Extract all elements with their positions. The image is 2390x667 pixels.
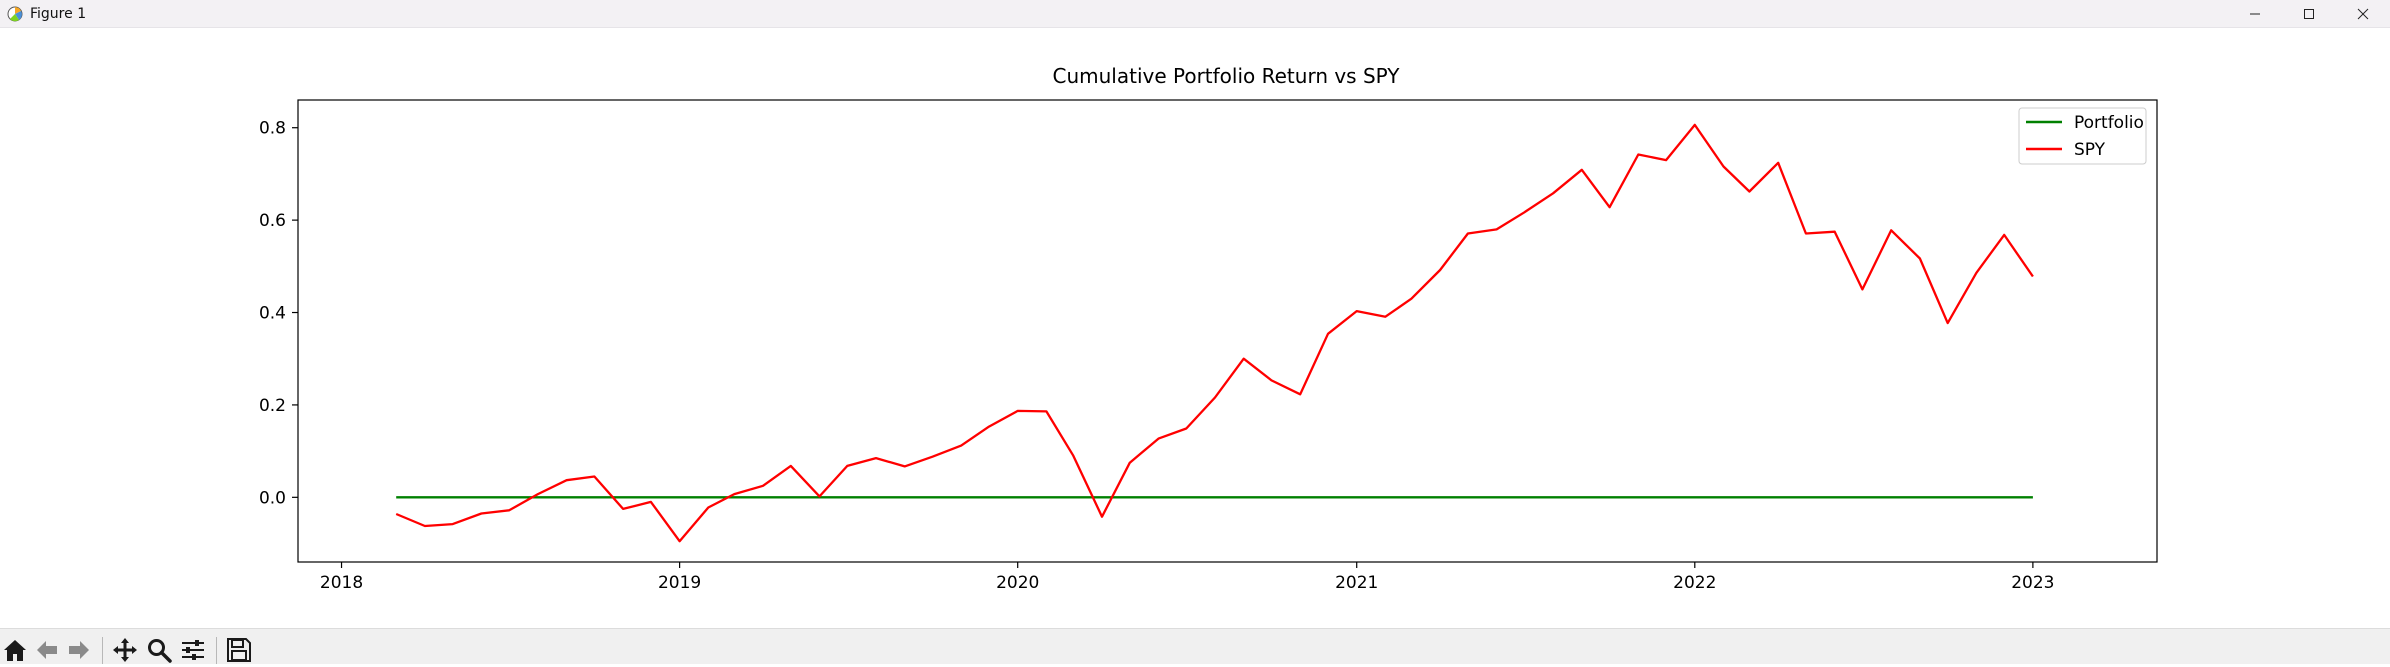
pan-button[interactable] [112, 637, 140, 664]
forward-button[interactable] [66, 637, 94, 664]
matplotlib-app-icon [7, 6, 23, 21]
close-icon [2357, 8, 2369, 19]
y-tick-label: 0.6 [259, 211, 286, 231]
chart-title: Cumulative Portfolio Return vs SPY [1052, 64, 1400, 88]
legend: Portfolio SPY [2018, 107, 2147, 165]
x-tick-label: 2018 [320, 573, 363, 593]
toolbar-separator [216, 637, 217, 664]
y-tick-label: 0.4 [259, 304, 286, 324]
line-chart: Cumulative Portfolio Return vs SPY 2018 2… [259, 64, 2158, 593]
save-button[interactable] [226, 637, 254, 664]
y-tick-label: 0.0 [259, 488, 286, 508]
x-tick-label: 2023 [2011, 573, 2054, 593]
ticks-layer: 2018 2019 2020 2021 2022 2023 0.0 0.2 0.4 0.6 0.8 [259, 119, 2055, 593]
series-line-spy [395, 123, 2034, 543]
window-title: Figure 1 [30, 5, 87, 22]
configure-subplots-button[interactable] [180, 637, 208, 664]
forward-arrow-icon [69, 641, 89, 659]
y-tick-label: 0.8 [259, 119, 286, 139]
window-titlebar: Figure 1 [0, 0, 2390, 28]
close-button[interactable] [2336, 0, 2390, 27]
legend-spy-label: SPY [2074, 140, 2106, 160]
zoom-icon [148, 639, 172, 663]
y-tick-label: 0.2 [259, 396, 286, 416]
x-tick-label: 2019 [658, 573, 701, 593]
window-controls [2228, 0, 2390, 27]
navigation-toolbar [0, 628, 2390, 664]
x-tick-label: 2020 [996, 573, 1039, 593]
save-icon [227, 638, 251, 662]
home-button[interactable] [2, 637, 30, 664]
x-tick-label: 2022 [1673, 573, 1716, 593]
figure-canvas[interactable]: Cumulative Portfolio Return vs SPY 2018 2… [0, 28, 2390, 628]
toolbar-separator [102, 637, 103, 664]
maximize-icon [2304, 8, 2314, 19]
back-button[interactable] [34, 637, 62, 664]
configure-subplots-icon [182, 640, 204, 660]
x-tick-label: 2021 [1335, 573, 1378, 593]
pan-icon [113, 638, 137, 662]
minimize-icon [2250, 13, 2260, 14]
legend-portfolio-label: Portfolio [2074, 113, 2144, 133]
minimize-button[interactable] [2228, 0, 2282, 27]
home-icon [4, 640, 26, 661]
series-layer [395, 123, 2034, 543]
maximize-button[interactable] [2282, 0, 2336, 27]
zoom-button[interactable] [146, 637, 174, 664]
back-arrow-icon [37, 641, 57, 659]
axes-frame [297, 99, 2158, 563]
